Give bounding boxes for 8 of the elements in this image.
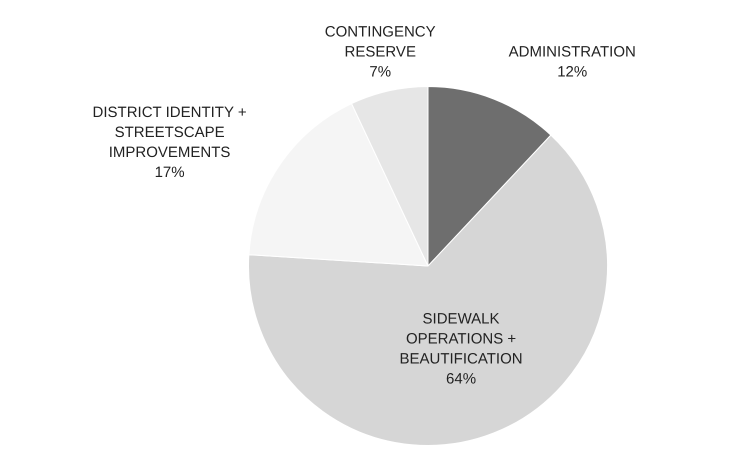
data-label: 64% bbox=[446, 370, 476, 388]
data-label: 17% bbox=[154, 164, 185, 182]
data-label: 7% bbox=[369, 63, 392, 80]
data-label: 12% bbox=[557, 64, 588, 81]
slice-label: DISTRICT IDENTITY + STREETSCAPE IMPROVEMENTS bbox=[92, 104, 247, 162]
slice-label: ADMINISTRATION bbox=[508, 44, 636, 61]
slice-label: SIDEWALK OPERATIONS + BEAUTIFICATION bbox=[400, 310, 523, 368]
slice-label: CONTINGENCY RESERVE bbox=[324, 23, 436, 60]
